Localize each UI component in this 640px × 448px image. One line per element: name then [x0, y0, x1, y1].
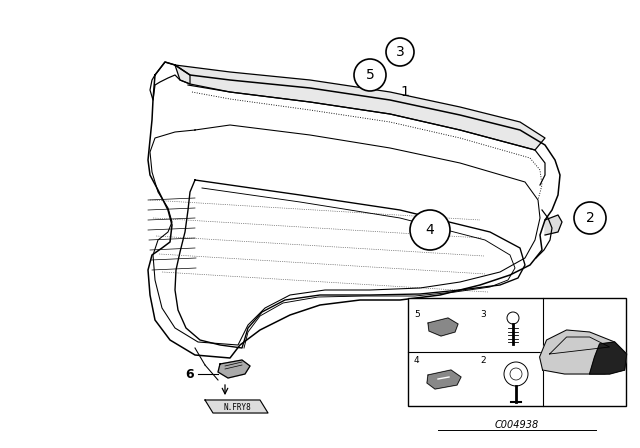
Text: 2: 2 [586, 211, 595, 225]
Text: 6: 6 [186, 367, 195, 380]
Text: 4: 4 [426, 223, 435, 237]
Text: N.FRY8: N.FRY8 [223, 402, 251, 412]
Polygon shape [540, 330, 627, 374]
Text: 3: 3 [396, 45, 404, 59]
Polygon shape [545, 215, 562, 235]
Polygon shape [428, 318, 458, 336]
Polygon shape [427, 370, 461, 389]
Text: 5: 5 [414, 310, 420, 319]
Text: 5: 5 [365, 68, 374, 82]
Text: C004938: C004938 [495, 420, 539, 430]
Circle shape [410, 210, 450, 250]
Circle shape [386, 38, 414, 66]
Text: 3: 3 [480, 310, 486, 319]
Text: 4: 4 [414, 356, 420, 365]
Text: 2: 2 [480, 356, 486, 365]
Polygon shape [205, 400, 268, 413]
Polygon shape [175, 65, 545, 150]
Text: 1: 1 [401, 85, 410, 99]
Circle shape [574, 202, 606, 234]
Polygon shape [589, 342, 627, 374]
Polygon shape [218, 360, 250, 378]
Bar [408, 298, 626, 406]
Circle shape [354, 59, 386, 91]
